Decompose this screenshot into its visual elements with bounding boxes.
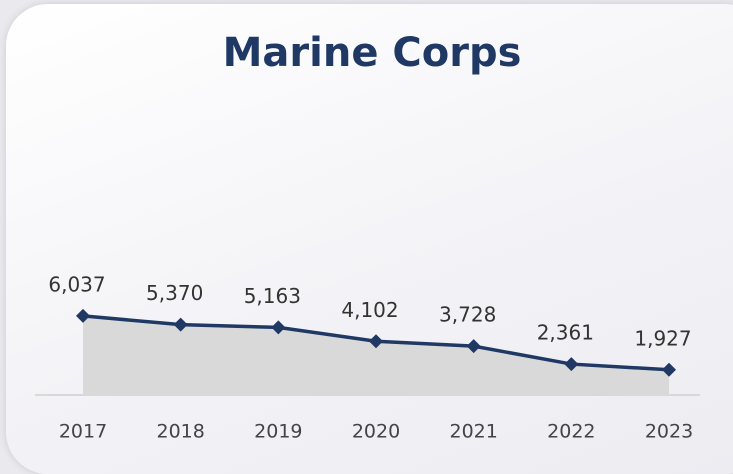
data-label: 2,361: [537, 321, 594, 345]
x-tick-label: 2020: [352, 421, 400, 443]
data-label: 1,927: [634, 326, 691, 350]
area: [83, 315, 669, 395]
x-tick-label: 2018: [156, 421, 204, 443]
marker: [466, 339, 481, 354]
x-tick-label: 2021: [449, 421, 497, 443]
marker: [564, 357, 579, 372]
x-tick-label: 2022: [547, 421, 595, 443]
data-label: 3,728: [439, 303, 496, 327]
marker: [271, 320, 286, 335]
data-label: 5,163: [244, 284, 301, 308]
data-label: 5,370: [146, 281, 203, 305]
x-tick-label: 2019: [254, 421, 302, 443]
marker: [662, 362, 676, 377]
chart-title: Marine Corps: [223, 30, 522, 76]
data-label: 4,102: [341, 298, 398, 322]
marker: [173, 317, 188, 332]
x-tick-label: 2017: [59, 421, 107, 443]
data-label: 6,037: [48, 272, 105, 296]
marker: [369, 334, 383, 349]
marker: [76, 308, 90, 323]
x-tick-label: 2023: [645, 421, 693, 443]
